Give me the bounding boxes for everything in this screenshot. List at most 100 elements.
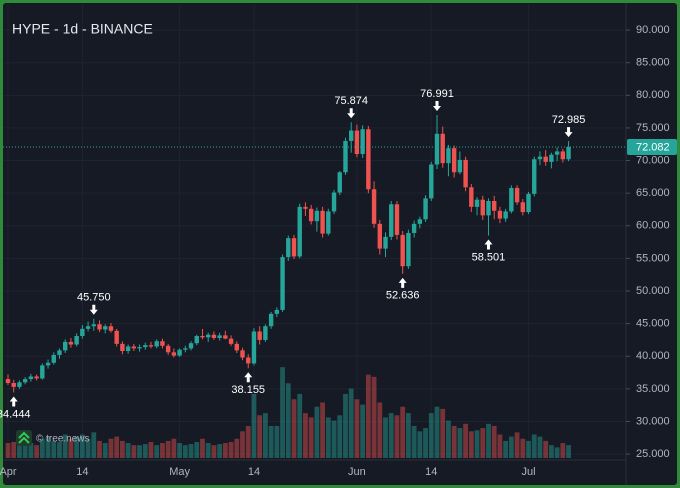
volume-bar bbox=[377, 402, 383, 458]
volume-bar bbox=[480, 428, 486, 458]
volume-bar bbox=[503, 440, 509, 458]
x-tick-label: May bbox=[169, 466, 190, 478]
candle-body bbox=[497, 210, 503, 219]
marker-arrow bbox=[244, 372, 253, 383]
volume-bar bbox=[314, 406, 320, 458]
candle-body bbox=[125, 346, 131, 352]
candle-body bbox=[326, 211, 331, 234]
candle-body bbox=[251, 331, 257, 364]
x-tick-label: 14 bbox=[76, 466, 88, 478]
volume-bar bbox=[182, 445, 188, 458]
volume-bar bbox=[222, 443, 228, 458]
volume-bar bbox=[188, 444, 194, 458]
candle-body bbox=[554, 151, 560, 155]
volume-bar bbox=[468, 431, 474, 458]
volume-bar bbox=[148, 441, 154, 458]
volume-bar bbox=[79, 434, 85, 458]
volume-bar bbox=[45, 436, 51, 458]
candle-body bbox=[354, 130, 360, 155]
candle-body bbox=[411, 223, 417, 233]
volume-bar bbox=[240, 431, 245, 458]
volume-bar bbox=[537, 436, 543, 458]
volume-bar bbox=[508, 436, 514, 458]
marker-label: 34.444 bbox=[0, 408, 31, 420]
x-tick-label: 14 bbox=[248, 466, 260, 478]
candle-body bbox=[22, 379, 28, 383]
marker-arrow bbox=[484, 239, 493, 250]
volume-bar bbox=[154, 445, 160, 458]
candle-body bbox=[274, 309, 280, 314]
volume-bar bbox=[303, 413, 308, 458]
candle-body bbox=[5, 379, 11, 383]
marker-label: 72.985 bbox=[552, 114, 586, 126]
candle-body bbox=[268, 313, 274, 327]
candle-body bbox=[154, 341, 159, 347]
marker-arrow bbox=[89, 304, 98, 315]
volume-bar bbox=[102, 443, 108, 458]
volume-bar bbox=[388, 413, 394, 458]
candle-body bbox=[183, 348, 188, 350]
volume-bar bbox=[531, 434, 537, 458]
volume-bar bbox=[291, 399, 297, 458]
candle-body bbox=[91, 324, 96, 327]
candle-body bbox=[68, 341, 74, 345]
x-tick-label: Jul bbox=[521, 466, 535, 478]
candle-body bbox=[360, 129, 365, 155]
volume-bar bbox=[417, 431, 423, 458]
volume-bar bbox=[297, 393, 303, 458]
y-tick-label: 40.000 bbox=[636, 350, 670, 362]
volume-bar bbox=[5, 443, 11, 458]
volume-bar bbox=[245, 425, 251, 458]
candle-body bbox=[469, 187, 474, 207]
candle-body bbox=[63, 341, 68, 351]
volume-bar bbox=[85, 438, 91, 458]
volume-bar bbox=[474, 430, 480, 458]
candle-body bbox=[120, 343, 125, 352]
candle-body bbox=[11, 382, 16, 387]
candle-body bbox=[440, 133, 445, 164]
volume-bar bbox=[22, 444, 28, 458]
candle-body bbox=[137, 347, 142, 349]
candle-body bbox=[429, 164, 434, 199]
volume-bar bbox=[360, 404, 366, 458]
candle-body bbox=[537, 156, 543, 160]
volume-bar bbox=[34, 445, 39, 458]
volume-bar bbox=[440, 408, 446, 458]
candle-body bbox=[240, 350, 245, 358]
candle-body bbox=[371, 189, 377, 224]
y-tick-label: 25.000 bbox=[636, 448, 670, 460]
volume-bar bbox=[526, 440, 531, 458]
candle-body bbox=[263, 326, 268, 340]
volume-layer bbox=[5, 367, 571, 458]
volume-bar bbox=[137, 445, 142, 458]
candle-body bbox=[200, 336, 205, 338]
candle-body bbox=[560, 151, 566, 160]
volume-bar bbox=[371, 376, 377, 458]
marker-arrow bbox=[9, 396, 18, 407]
volume-bar bbox=[457, 428, 463, 458]
grid bbox=[3, 4, 626, 458]
candle-body bbox=[34, 376, 39, 379]
candle-body bbox=[114, 330, 119, 344]
candle-body bbox=[57, 350, 62, 355]
candle-body bbox=[394, 204, 400, 235]
candle-body bbox=[543, 156, 548, 162]
volume-bar bbox=[11, 441, 17, 458]
candle-body bbox=[228, 338, 234, 344]
candle-body bbox=[474, 199, 480, 207]
candle-body bbox=[532, 159, 537, 194]
volume-bar bbox=[285, 383, 291, 458]
candle-body bbox=[314, 210, 320, 222]
volume-bar bbox=[234, 438, 240, 458]
volume-bar bbox=[228, 441, 234, 458]
candle-body bbox=[297, 206, 302, 257]
volume-bar bbox=[400, 406, 406, 458]
candle-body bbox=[257, 331, 262, 340]
volume-bar bbox=[486, 423, 491, 458]
volume-bar bbox=[463, 423, 468, 458]
candle-body bbox=[194, 336, 199, 344]
volume-bar bbox=[560, 443, 566, 458]
candle-body bbox=[291, 238, 297, 257]
candle-body bbox=[85, 326, 91, 329]
